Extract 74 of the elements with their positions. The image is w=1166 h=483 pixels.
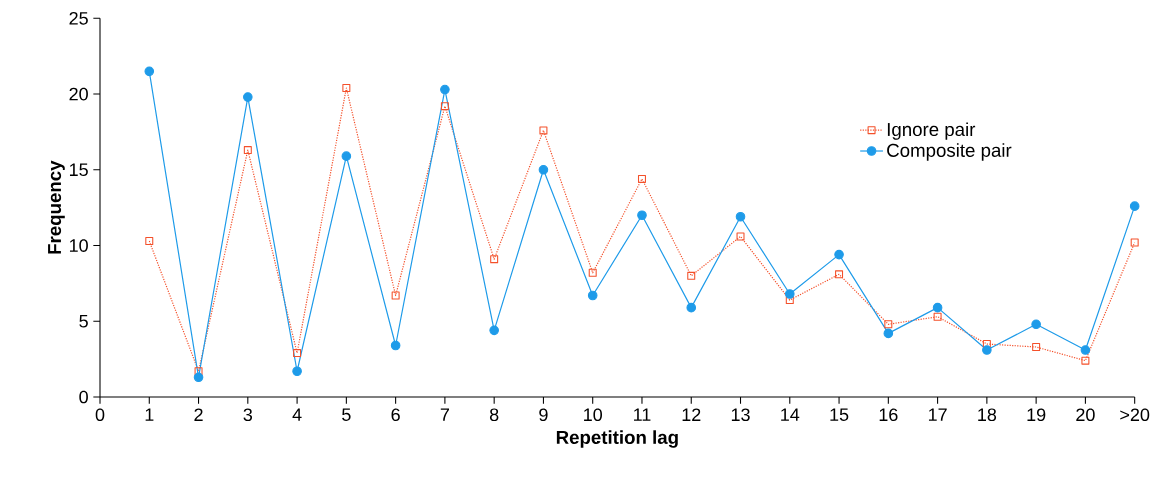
legend-label: Composite pair bbox=[887, 143, 1012, 161]
x-tick-label: 2 bbox=[194, 408, 203, 421]
point bbox=[982, 339, 991, 348]
point bbox=[933, 312, 942, 321]
y-tick-label: 15 bbox=[69, 163, 88, 177]
point bbox=[538, 164, 549, 175]
point bbox=[785, 296, 794, 305]
x-tick-label: 16 bbox=[879, 408, 898, 422]
x-axis-title: Repetition lag bbox=[556, 430, 678, 448]
y-tick-label: 25 bbox=[69, 11, 88, 25]
point bbox=[144, 66, 155, 77]
x-tick-label: 6 bbox=[391, 408, 400, 422]
point bbox=[1081, 356, 1090, 365]
x-tick-label: 10 bbox=[584, 408, 603, 422]
point bbox=[637, 174, 646, 183]
point bbox=[440, 102, 449, 111]
point bbox=[834, 249, 844, 260]
x-tick-label: 13 bbox=[731, 408, 750, 422]
point bbox=[292, 366, 302, 377]
x-tick-label: 3 bbox=[243, 408, 253, 422]
y-tick-label: 20 bbox=[69, 87, 88, 101]
point bbox=[391, 291, 400, 300]
point bbox=[637, 210, 647, 221]
x-tick-label: 9 bbox=[539, 408, 548, 422]
point bbox=[490, 255, 499, 264]
x-tick-label: 14 bbox=[781, 408, 800, 421]
x-tick-label: 20 bbox=[1076, 408, 1095, 422]
x-tick-label: 1 bbox=[145, 408, 154, 421]
x-tick-label: 8 bbox=[489, 408, 499, 422]
y-tick-label: 0 bbox=[79, 390, 88, 404]
point bbox=[735, 211, 746, 222]
point bbox=[1032, 343, 1041, 352]
x-tick-label: 15 bbox=[830, 408, 849, 421]
point bbox=[784, 289, 795, 299]
point bbox=[193, 372, 204, 383]
point bbox=[1129, 201, 1140, 211]
point bbox=[539, 126, 548, 135]
point bbox=[835, 270, 844, 279]
point bbox=[687, 271, 696, 280]
x-tick-label: 4 bbox=[292, 408, 302, 421]
point bbox=[341, 151, 352, 161]
legend-label: Ignore pair bbox=[887, 122, 976, 140]
point bbox=[982, 345, 992, 355]
x-tick-label: 7 bbox=[440, 408, 450, 421]
point bbox=[1080, 345, 1091, 355]
point bbox=[884, 320, 893, 329]
point bbox=[1130, 238, 1139, 247]
x-tick-label: 19 bbox=[1027, 408, 1046, 422]
x-tick-label: 0 bbox=[95, 408, 105, 422]
point bbox=[736, 232, 745, 241]
point bbox=[243, 146, 252, 155]
point bbox=[588, 268, 597, 277]
point bbox=[243, 92, 253, 102]
y-axis-title: Frequency bbox=[48, 160, 65, 254]
x-tick-label: >20 bbox=[1120, 408, 1150, 422]
point bbox=[489, 325, 499, 336]
x-tick-label: 11 bbox=[634, 408, 651, 421]
point bbox=[686, 302, 697, 313]
point bbox=[390, 340, 401, 351]
point bbox=[1031, 319, 1041, 330]
y-tick-label: 5 bbox=[79, 314, 88, 328]
y-tick-label: 10 bbox=[69, 239, 88, 252]
point bbox=[883, 328, 894, 339]
point bbox=[932, 302, 943, 313]
point bbox=[440, 84, 450, 95]
point bbox=[145, 236, 154, 245]
x-tick-label: 12 bbox=[682, 408, 701, 421]
x-tick-label: 17 bbox=[928, 408, 947, 421]
x-tick-label: 5 bbox=[342, 408, 351, 421]
point bbox=[194, 367, 203, 376]
point bbox=[293, 349, 302, 358]
x-tick-label: 18 bbox=[978, 408, 997, 422]
point bbox=[342, 84, 351, 93]
point bbox=[587, 290, 598, 301]
